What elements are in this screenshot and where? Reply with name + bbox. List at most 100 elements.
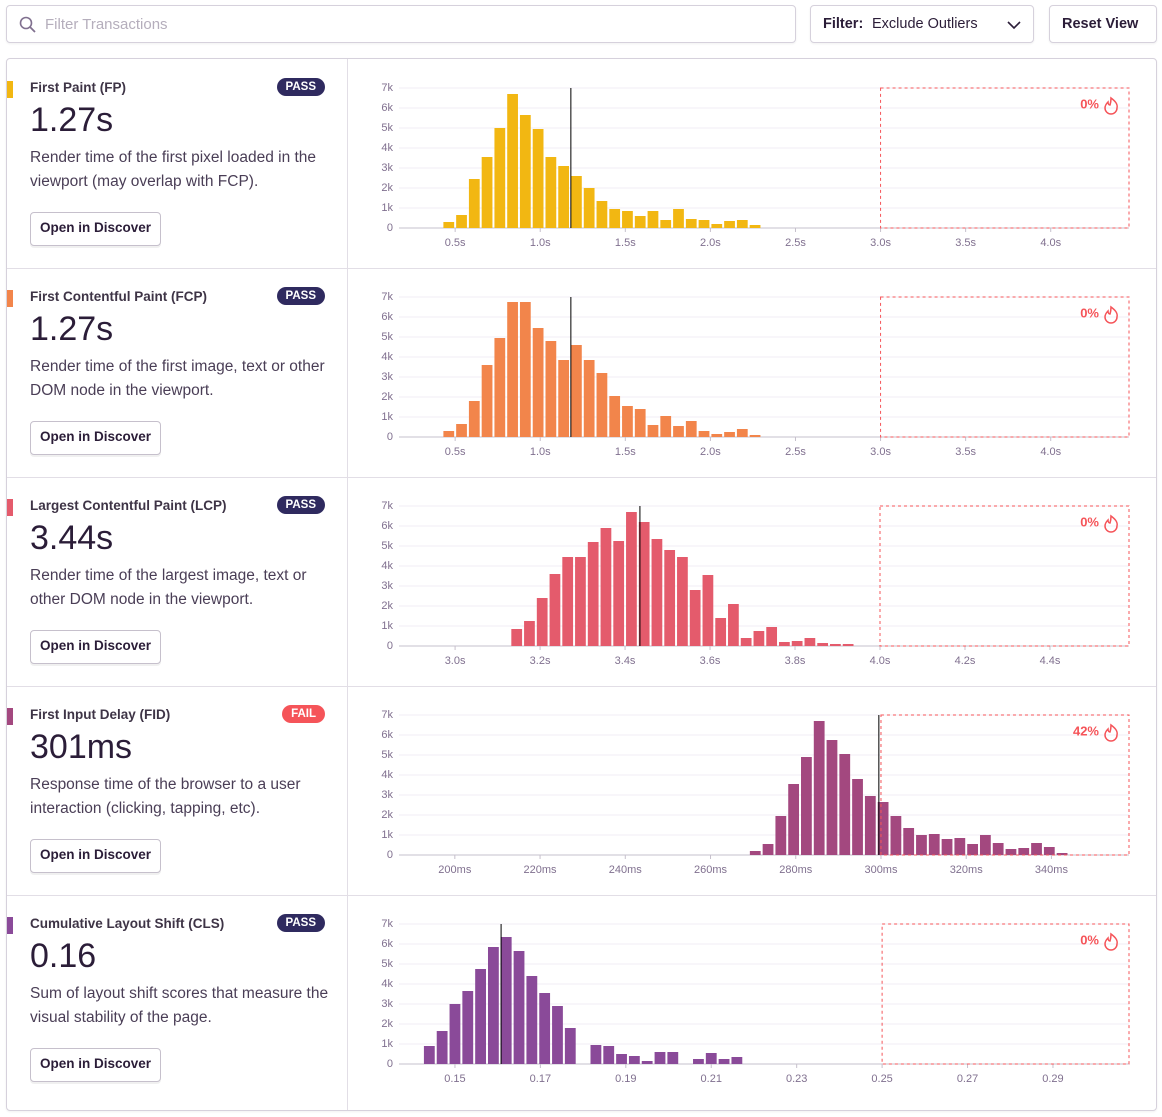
x-tick-label: 0.5s bbox=[445, 446, 466, 458]
status-badge: PASS bbox=[276, 78, 325, 96]
bar bbox=[545, 341, 557, 437]
filter-value: Exclude Outliers bbox=[872, 16, 978, 32]
bar bbox=[634, 409, 646, 437]
fire-icon bbox=[1104, 932, 1118, 951]
bar bbox=[967, 844, 978, 855]
open-in-discover-button[interactable]: Open in Discover bbox=[30, 630, 162, 664]
reset-button[interactable]: Reset View bbox=[1049, 5, 1157, 43]
bar bbox=[443, 222, 455, 228]
search-box[interactable]: Filter Transactions bbox=[6, 5, 796, 43]
y-tick-label: 3k bbox=[381, 162, 393, 174]
bar bbox=[628, 1056, 640, 1064]
bar bbox=[813, 721, 825, 855]
bar bbox=[626, 512, 637, 646]
poor-threshold-region bbox=[880, 87, 1130, 229]
bar bbox=[475, 969, 486, 1064]
bar bbox=[830, 644, 841, 646]
x-tick-label: 0.15 bbox=[444, 1073, 465, 1085]
vital-name: First Input Delay (FID) bbox=[30, 707, 171, 722]
bar bbox=[877, 802, 889, 855]
bar bbox=[749, 435, 761, 437]
vital-row: First Contentful Paint (FCP) PASS 1.27s Ren… bbox=[7, 268, 1156, 478]
vital-value: 1.27s bbox=[30, 101, 114, 139]
bar bbox=[791, 641, 803, 646]
bar bbox=[718, 1059, 730, 1064]
y-tick-label: 6k bbox=[381, 729, 393, 741]
status-badge: PASS bbox=[276, 914, 325, 932]
bar bbox=[583, 188, 595, 228]
bar bbox=[660, 220, 672, 228]
vital-name: First Paint (FP) bbox=[30, 80, 127, 95]
vital-card: First Contentful Paint (FCP) PASS 1.27s Ren… bbox=[7, 268, 348, 477]
histogram-chart: 0 1k 2k 3k 4k 5k 6k 7k 0.5s 1.0s 1.5s 2.0s 2.5s 3.0s 3… bbox=[381, 82, 1130, 249]
vital-card: Largest Contentful Paint (LCP) PASS 3.44s R… bbox=[7, 477, 348, 686]
color-stripe bbox=[7, 708, 13, 725]
y-tick-label: 3k bbox=[381, 371, 393, 383]
x-tick-label: 200ms bbox=[438, 864, 472, 876]
color-stripe bbox=[7, 81, 13, 98]
bar bbox=[587, 542, 599, 646]
y-tick-label: 3k bbox=[381, 580, 393, 592]
x-tick-label: 0.25 bbox=[871, 1073, 892, 1085]
y-tick-label: 5k bbox=[381, 331, 393, 343]
poor-share-label: 0% bbox=[1080, 305, 1099, 320]
x-tick-label: 3.8s bbox=[785, 655, 806, 667]
x-tick-label: 280ms bbox=[779, 864, 813, 876]
bar bbox=[423, 1046, 435, 1064]
bar bbox=[603, 1046, 615, 1064]
bar bbox=[736, 220, 748, 228]
open-in-discover-button[interactable]: Open in Discover bbox=[30, 421, 162, 455]
x-tick-label: 0.5s bbox=[445, 237, 466, 249]
x-tick-label: 220ms bbox=[524, 864, 558, 876]
x-tick-label: 4.0s bbox=[1040, 446, 1061, 458]
search-icon bbox=[19, 16, 36, 33]
open-in-discover-button[interactable]: Open in Discover bbox=[30, 839, 162, 873]
y-tick-label: 7k bbox=[381, 918, 393, 930]
y-tick-label: 7k bbox=[381, 500, 393, 512]
vital-row: First Input Delay (FID) FAIL 301ms Response… bbox=[7, 686, 1156, 896]
status-badge: PASS bbox=[276, 287, 325, 305]
bar bbox=[903, 828, 915, 855]
y-tick-label: 5k bbox=[381, 749, 393, 761]
bar bbox=[583, 360, 595, 437]
filter-dropdown[interactable]: Filter: Exclude Outliers bbox=[810, 5, 1034, 43]
bar bbox=[731, 1057, 743, 1064]
poor-threshold-region bbox=[881, 923, 1130, 1065]
bar bbox=[842, 644, 854, 646]
bar bbox=[436, 1031, 448, 1064]
y-tick-label: 2k bbox=[381, 809, 393, 821]
vital-value: 301ms bbox=[30, 728, 133, 766]
bar bbox=[779, 642, 790, 646]
color-stripe bbox=[7, 917, 13, 934]
y-tick-label: 2k bbox=[381, 600, 393, 612]
color-stripe bbox=[7, 290, 13, 307]
y-tick-label: 1k bbox=[381, 620, 393, 632]
bar bbox=[664, 550, 676, 646]
bar bbox=[468, 179, 480, 228]
y-tick-label: 6k bbox=[381, 520, 393, 532]
bar bbox=[693, 1059, 704, 1064]
x-tick-label: 4.2s bbox=[955, 655, 976, 667]
bar bbox=[532, 328, 544, 437]
y-tick-label: 4k bbox=[381, 560, 393, 572]
fire-icon bbox=[1104, 305, 1118, 324]
bar bbox=[711, 224, 723, 228]
chevron-icon bbox=[1007, 21, 1021, 30]
histogram-chart: 0 1k 2k 3k 4k 5k 6k 7k 0.5s 1.0s 1.5s 2.0s 2.5s 3.0s 3… bbox=[381, 291, 1130, 458]
open-in-discover-button[interactable]: Open in Discover bbox=[30, 212, 162, 246]
histogram-chart: 0 1k 2k 3k 4k 5k 6k 7k 0.15 0.17 0.19 0.21 0.23 0.25 0… bbox=[381, 918, 1130, 1085]
x-tick-label: 0.29 bbox=[1042, 1073, 1063, 1085]
fire-icon bbox=[1104, 514, 1118, 533]
bar bbox=[685, 219, 697, 228]
y-tick-label: 1k bbox=[381, 1038, 393, 1050]
bar bbox=[698, 431, 710, 437]
x-tick-label: 3.0s bbox=[445, 655, 466, 667]
x-tick-label: 2.5s bbox=[785, 237, 806, 249]
bar bbox=[660, 416, 672, 437]
bar bbox=[753, 631, 765, 646]
y-tick-label: 0 bbox=[387, 222, 393, 234]
y-tick-label: 7k bbox=[381, 82, 393, 94]
y-tick-label: 6k bbox=[381, 938, 393, 950]
x-tick-label: 3.0s bbox=[870, 237, 891, 249]
open-in-discover-button[interactable]: Open in Discover bbox=[30, 1048, 162, 1082]
